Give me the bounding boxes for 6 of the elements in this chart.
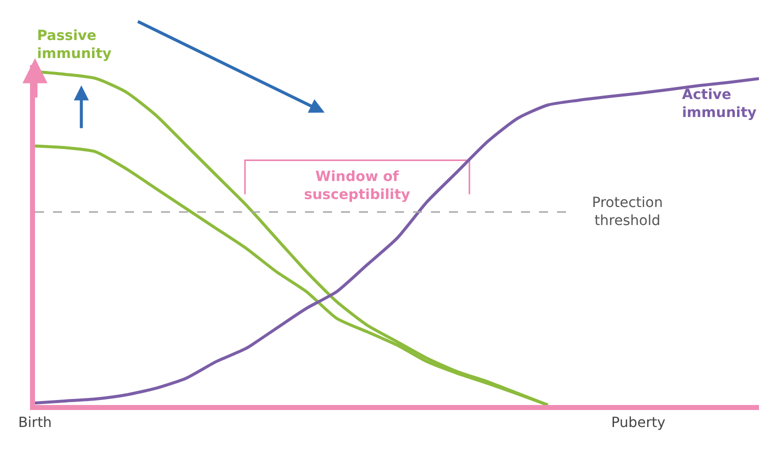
series-label: Active immunity [682, 87, 757, 122]
x-tick-label: Puberty [611, 414, 666, 431]
annotation: Window of susceptibility [304, 169, 410, 204]
series-label: Passive immunity [37, 28, 112, 62]
ref-line-label: Protection threshold [592, 195, 663, 230]
x-tick-label: Birth [18, 414, 52, 431]
